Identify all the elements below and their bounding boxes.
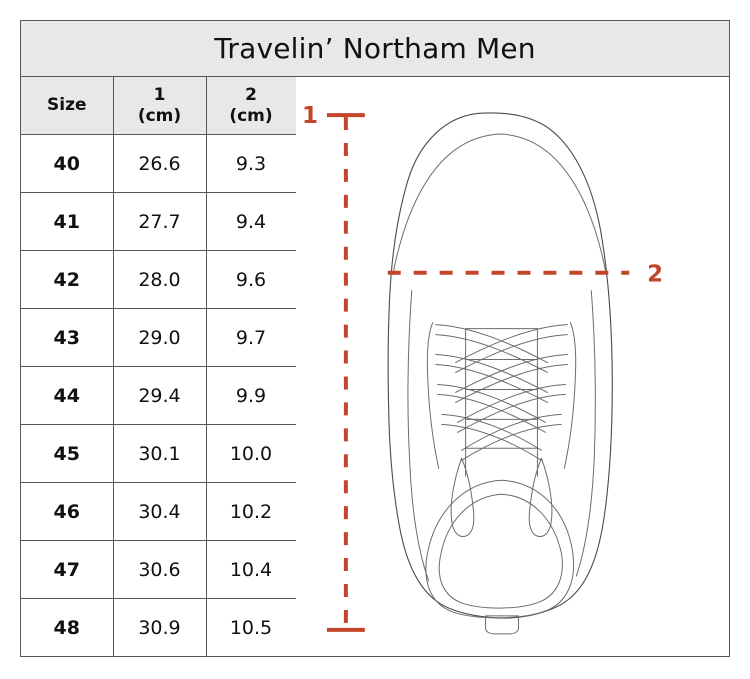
- size-table-body: 40 26.6 9.3 41 27.7 9.4 42 28.0 9.6 43 2…: [21, 134, 297, 657]
- cell-size: 43: [21, 308, 114, 367]
- cell-size: 47: [21, 540, 114, 599]
- column-header-width-number: 2: [245, 85, 257, 106]
- header-row: Size 1 (cm) 2 (cm): [21, 77, 297, 135]
- cell-length: 30.9: [113, 598, 207, 657]
- size-table: Size 1 (cm) 2 (cm) 40 26.6 9.3: [21, 77, 297, 657]
- table-row: 44 29.4 9.9: [21, 366, 297, 425]
- column-header-size-label: Size: [47, 95, 87, 116]
- cell-width: 10.2: [206, 482, 297, 541]
- shoe-laces-icon: [426, 322, 577, 537]
- cell-size: 42: [21, 250, 114, 309]
- cell-length: 26.6: [113, 134, 207, 193]
- table-row: 40 26.6 9.3: [21, 134, 297, 193]
- cell-size: 41: [21, 192, 114, 251]
- column-header-length-unit: (cm): [137, 105, 182, 126]
- cell-length: 30.6: [113, 540, 207, 599]
- column-header-length: 1 (cm): [113, 77, 207, 135]
- table-row: 46 30.4 10.2: [21, 482, 297, 541]
- cell-width: 10.4: [206, 540, 297, 599]
- cell-size: 48: [21, 598, 114, 657]
- shoe-collar-icon: [425, 479, 575, 619]
- cell-width: 9.4: [206, 192, 297, 251]
- cell-width: 9.9: [206, 366, 297, 425]
- cell-width: 10.5: [206, 598, 297, 657]
- table-row: 45 30.1 10.0: [21, 424, 297, 483]
- chart-title-band: Travelin’ Northam Men: [21, 21, 729, 77]
- cell-width: 9.7: [206, 308, 297, 367]
- cell-width: 9.3: [206, 134, 297, 193]
- cell-length: 29.0: [113, 308, 207, 367]
- cell-size: 45: [21, 424, 114, 483]
- measure-length-annotation: 1: [302, 103, 365, 632]
- measure-width-label: 2: [647, 262, 663, 288]
- table-row: 41 27.7 9.4: [21, 192, 297, 251]
- table-row: 42 28.0 9.6: [21, 250, 297, 309]
- chart-body: Size 1 (cm) 2 (cm) 40 26.6 9.3: [21, 77, 729, 657]
- cell-size: 40: [21, 134, 114, 193]
- page-title: Travelin’ Northam Men: [214, 32, 536, 65]
- column-header-width: 2 (cm): [206, 77, 297, 135]
- cell-length: 28.0: [113, 250, 207, 309]
- measure-length-label: 1: [302, 103, 318, 129]
- column-header-width-unit: (cm): [229, 105, 273, 126]
- cell-length: 30.4: [113, 482, 207, 541]
- cell-length: 27.7: [113, 192, 207, 251]
- size-chart-container: Travelin’ Northam Men Size 1 (cm) 2: [20, 20, 730, 657]
- cell-width: 9.6: [206, 250, 297, 309]
- table-row: 48 30.9 10.5: [21, 598, 297, 657]
- shoe-diagram-svg: 1 2: [302, 103, 663, 635]
- column-header-size: Size: [21, 77, 114, 135]
- size-table-header: Size 1 (cm) 2 (cm): [21, 77, 297, 135]
- shoe-heel-tab-icon: [485, 615, 519, 635]
- column-header-length-number: 1: [153, 85, 166, 106]
- table-row: 43 29.0 9.7: [21, 308, 297, 367]
- cell-size: 46: [21, 482, 114, 541]
- cell-length: 30.1: [113, 424, 207, 483]
- cell-length: 29.4: [113, 366, 207, 425]
- measure-width-annotation: 2: [387, 262, 663, 288]
- cell-width: 10.0: [206, 424, 297, 483]
- shoe-outline-icon: [387, 112, 613, 619]
- cell-size: 44: [21, 366, 114, 425]
- table-row: 47 30.6 10.4: [21, 540, 297, 599]
- shoe-diagram-panel: 1 2: [296, 77, 729, 656]
